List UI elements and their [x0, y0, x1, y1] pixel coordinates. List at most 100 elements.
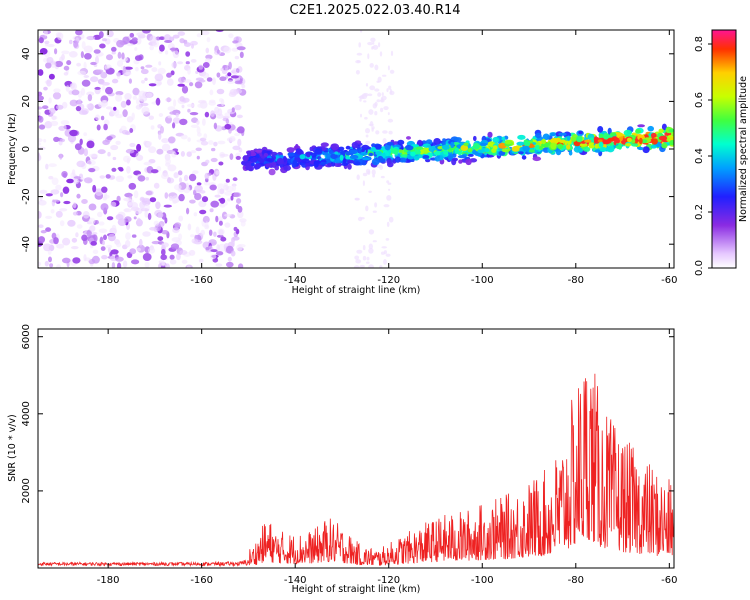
spectrogram-cell — [367, 41, 373, 46]
spectrogram-cell — [161, 248, 166, 256]
spectrogram-cell — [380, 175, 385, 179]
spectrogram-cell — [372, 210, 377, 213]
spectrogram-cell — [122, 65, 126, 74]
spectrogram-cell — [199, 209, 207, 215]
snr-marks — [38, 373, 674, 568]
spectrogram-cell — [55, 210, 63, 218]
spectrogram-cell — [121, 130, 129, 135]
spectrogram-cell — [172, 117, 181, 124]
spectrogram-cell — [368, 247, 374, 254]
spectrogram-cell — [166, 177, 175, 184]
spectrogram-cell — [171, 151, 177, 158]
spectrogram-cell — [386, 221, 390, 227]
spectrogram-cell — [125, 232, 131, 241]
spectrogram-cell — [163, 204, 172, 208]
spectrogram-cell — [115, 94, 123, 102]
spectrogram-cell — [107, 151, 111, 157]
spectrogram-cell — [240, 220, 246, 227]
spectrogram-cell — [188, 173, 197, 182]
spectrogram-cell — [228, 61, 232, 70]
spectrogram-cell — [66, 178, 74, 184]
spectrogram-cell — [156, 148, 164, 155]
spectrogram-cell — [150, 125, 155, 130]
y-tick-label: 2000 — [21, 478, 32, 503]
spectrogram-cell — [124, 208, 130, 213]
spectrogram-cell — [433, 151, 443, 156]
spectrogram-cell — [83, 75, 90, 78]
spectrogram-cell — [669, 140, 674, 146]
spectrogram-cell — [374, 88, 380, 92]
spectrogram-cell — [368, 264, 374, 268]
spectrogram-cell — [345, 155, 351, 160]
spectrogram-cell — [365, 83, 369, 87]
spectrogram-cell — [658, 135, 668, 141]
spectrogram-cell — [61, 171, 68, 178]
spectrogram-cell — [623, 129, 632, 136]
spectrogram-cell — [90, 76, 99, 83]
spectrogram-cell — [54, 60, 63, 68]
spectrogram-cell — [173, 172, 179, 179]
spectrogram-cell — [115, 214, 124, 221]
spectrogram-cell — [134, 47, 138, 51]
spectrogram-cell — [369, 121, 374, 127]
spectrogram-cell — [131, 259, 140, 265]
spectrogram-cell — [76, 62, 81, 67]
spectrogram-cell — [233, 89, 243, 94]
spectrogram-cell — [75, 105, 82, 112]
y-tick-label: -40 — [21, 236, 32, 252]
spectrogram-cell — [354, 197, 360, 201]
spectrogram-cell — [135, 98, 140, 105]
spectrogram-cell — [538, 145, 544, 150]
spectrogram-cell — [237, 138, 242, 147]
spectrogram-cell — [116, 195, 121, 202]
spectrogram-cell — [232, 145, 241, 151]
spectrogram-cell — [111, 78, 119, 84]
spectrogram-cell — [454, 137, 462, 142]
spectrogram-cell — [389, 69, 395, 74]
spectrogram-cell — [171, 62, 178, 68]
spectrogram-cell — [286, 147, 295, 153]
spectrogram-cell — [115, 175, 125, 182]
spectrogram-cell — [69, 39, 73, 45]
spectrogram-cell — [72, 211, 78, 216]
spectrogram-cell — [293, 154, 302, 158]
spectrogram-cell — [63, 65, 70, 71]
spectrogram-cell — [92, 249, 99, 254]
spectrogram-cell — [145, 141, 153, 147]
spectrogram-cell — [349, 154, 359, 160]
spectrogram-cell — [166, 72, 172, 78]
spectrogram-cell — [247, 150, 252, 158]
spectrogram-cell — [375, 151, 383, 156]
spectrogram-cell — [137, 175, 146, 182]
spectrogram-cell — [48, 73, 55, 80]
spectrogram-cell — [220, 153, 229, 157]
spectrogram-cell — [602, 132, 610, 140]
spectrogram-cell — [176, 253, 181, 261]
spectrogram-cell — [98, 228, 108, 234]
spectrogram-cell — [101, 82, 110, 86]
spectrogram-cell — [231, 47, 239, 52]
spectrogram-cell — [196, 33, 202, 38]
spectrogram-cell — [110, 201, 117, 207]
spectrogram-cell — [368, 243, 373, 250]
spectrogram-cell — [169, 111, 177, 115]
spectrogram-cell — [83, 61, 87, 70]
spectrogram-cell — [237, 66, 243, 73]
spectrogram-cell — [194, 81, 203, 89]
spectrogram-cell — [183, 174, 189, 182]
spectrogram-cell — [355, 70, 360, 75]
spectrogram-cell — [276, 157, 284, 165]
spectrogram-cell — [129, 248, 137, 255]
spectrogram-cell — [172, 200, 177, 204]
spectrogram-cell — [159, 44, 165, 52]
spectrogram-cell — [123, 197, 132, 202]
spectrogram-cell — [95, 56, 99, 64]
spectrogram-cell — [66, 60, 72, 66]
spectrogram-panel: -180 -160 -140 -120 -100 -80 -60 -40 -20 0 20 40 H… — [7, 29, 677, 296]
y-tick-label: 4000 — [21, 401, 32, 426]
spectrogram-cell — [48, 163, 57, 168]
spectrogram-cell — [369, 63, 374, 68]
spectrogram-cell — [491, 148, 497, 154]
spectrogram-cell — [588, 142, 595, 149]
spectrogram-cell — [385, 238, 390, 241]
